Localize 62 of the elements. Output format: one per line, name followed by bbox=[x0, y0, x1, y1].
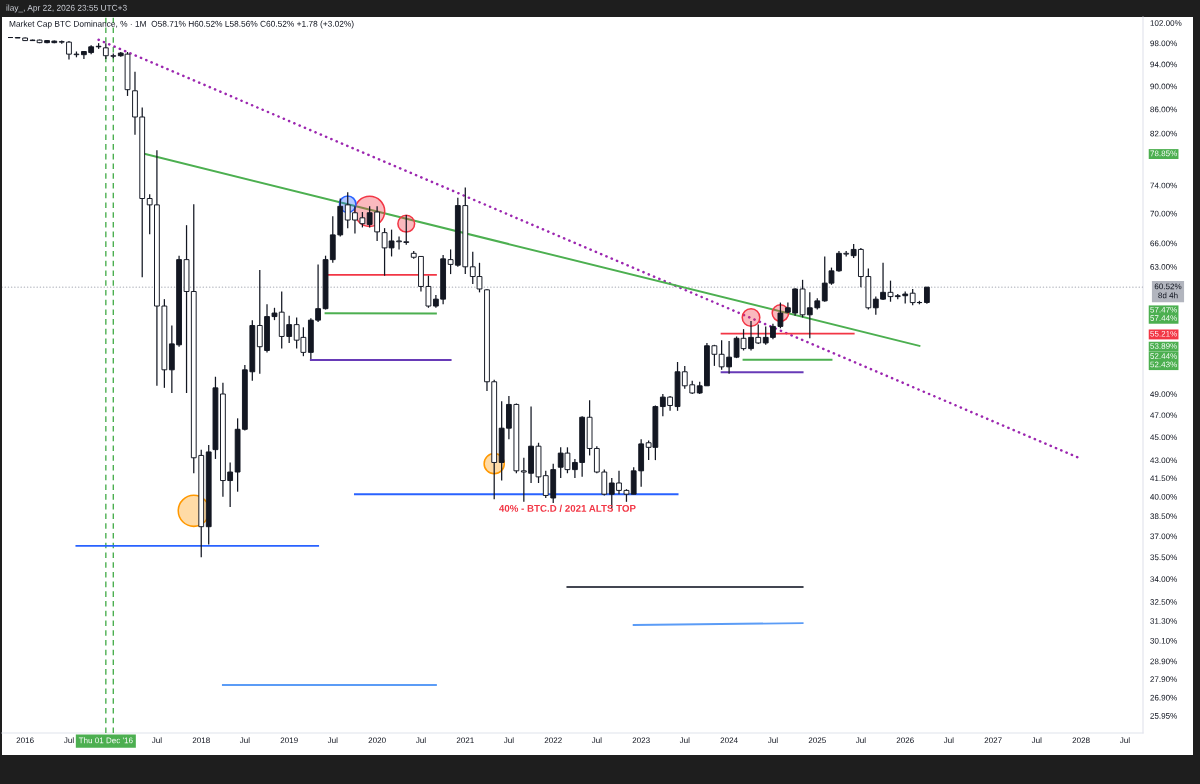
x-tick-label: 2028 bbox=[1072, 737, 1090, 744]
x-tick-label: Jul bbox=[503, 737, 514, 744]
x-tick-label: Jul bbox=[151, 737, 162, 744]
y-tick-label: 70.00% bbox=[1150, 210, 1177, 217]
y-tick-label: 30.10% bbox=[1150, 637, 1177, 644]
x-tick-label: Jul bbox=[855, 737, 866, 744]
x-tick-label: Jul bbox=[943, 737, 954, 744]
x-tick-label: Jul bbox=[415, 737, 426, 744]
y-tick-label: 74.00% bbox=[1150, 182, 1177, 189]
x-tick-label: 2024 bbox=[720, 737, 738, 744]
y-tick-label: 78.85% bbox=[1150, 150, 1177, 157]
x-tick-label: Jul bbox=[239, 737, 250, 744]
y-tick-label: 26.90% bbox=[1150, 694, 1177, 701]
y-tick-label: 28.90% bbox=[1150, 658, 1177, 665]
y-tick-label: 47.00% bbox=[1150, 412, 1177, 419]
ref-line-label: Thu 01 Dec '16 bbox=[78, 737, 133, 744]
y-tick-label: 66.00% bbox=[1150, 240, 1177, 247]
x-tick-label: 2020 bbox=[368, 737, 386, 744]
y-tick-label: 94.00% bbox=[1150, 61, 1177, 68]
y-tick-label: 57.47% 57.44% bbox=[1150, 306, 1177, 321]
x-tick-label: 2022 bbox=[544, 737, 562, 744]
x-tick-label: Jul bbox=[327, 737, 338, 744]
y-tick-label: 27.90% bbox=[1150, 676, 1177, 683]
y-tick-label: 98.00% bbox=[1150, 40, 1177, 47]
x-tick-label: 2018 bbox=[192, 737, 210, 744]
text: ilay_, Apr 22, 2026 23:55 UTC+3 bbox=[6, 4, 127, 13]
x-tick-label: 2025 bbox=[808, 737, 826, 744]
x-tick-label: 2026 bbox=[896, 737, 914, 744]
y-tick-label: 52.44% 52.43% bbox=[1150, 353, 1177, 368]
ref-line-label: 60.52% 8d 4h bbox=[1154, 283, 1182, 299]
y-tick-label: 25.95% bbox=[1150, 713, 1177, 719]
y-tick-label: 35.50% bbox=[1150, 554, 1177, 561]
y-tick-label: 40.00% bbox=[1150, 494, 1177, 500]
y-tick-label: 45.00% bbox=[1150, 434, 1177, 441]
y-tick-label: 43.00% bbox=[1150, 457, 1177, 464]
y-tick-label: 49.00% bbox=[1150, 391, 1177, 397]
x-tick-label: 2021 bbox=[456, 737, 474, 744]
x-tick-label: Jul bbox=[591, 737, 602, 744]
x-tick-label: Jul bbox=[63, 737, 74, 744]
x-tick-label: Jul bbox=[1031, 737, 1042, 744]
x-tick-label: 2023 bbox=[632, 737, 650, 744]
y-tick-label: 34.00% bbox=[1150, 576, 1177, 582]
x-tick-label: 2019 bbox=[280, 737, 298, 744]
x-tick-label: 2016 bbox=[16, 737, 34, 744]
y-tick-label: 53.89% bbox=[1150, 343, 1177, 349]
chart-title: Market Cap BTC Dominance, % · 1M O58.71% H60.52% L58.56% C60.52% +1.78 (+3.02%) bbox=[9, 20, 354, 29]
y-tick-label: 86.00% bbox=[1150, 106, 1177, 113]
y-tick-label: 32.50% bbox=[1150, 599, 1177, 605]
y-tick-label: 38.50% bbox=[1150, 513, 1177, 520]
y-tick-label: 82.00% bbox=[1150, 130, 1177, 137]
x-tick-label: Jul bbox=[767, 737, 778, 744]
y-tick-label: 90.00% bbox=[1150, 83, 1177, 90]
x-tick-label: Jul bbox=[1119, 737, 1130, 744]
y-tick-label: 31.30% bbox=[1150, 618, 1177, 624]
x-tick-label: 2027 bbox=[984, 737, 1002, 744]
y-tick-label: 41.50% bbox=[1150, 475, 1177, 482]
y-tick-label: 55.21% bbox=[1150, 330, 1177, 337]
x-tick-label: Jul bbox=[679, 737, 690, 744]
y-tick-label: 37.00% bbox=[1150, 533, 1177, 540]
annotation: 40% - BTC.D / 2021 ALTS TOP bbox=[499, 504, 636, 512]
y-tick-label: 102.00% bbox=[1150, 20, 1182, 26]
y-tick-label: 63.00% bbox=[1150, 264, 1177, 270]
